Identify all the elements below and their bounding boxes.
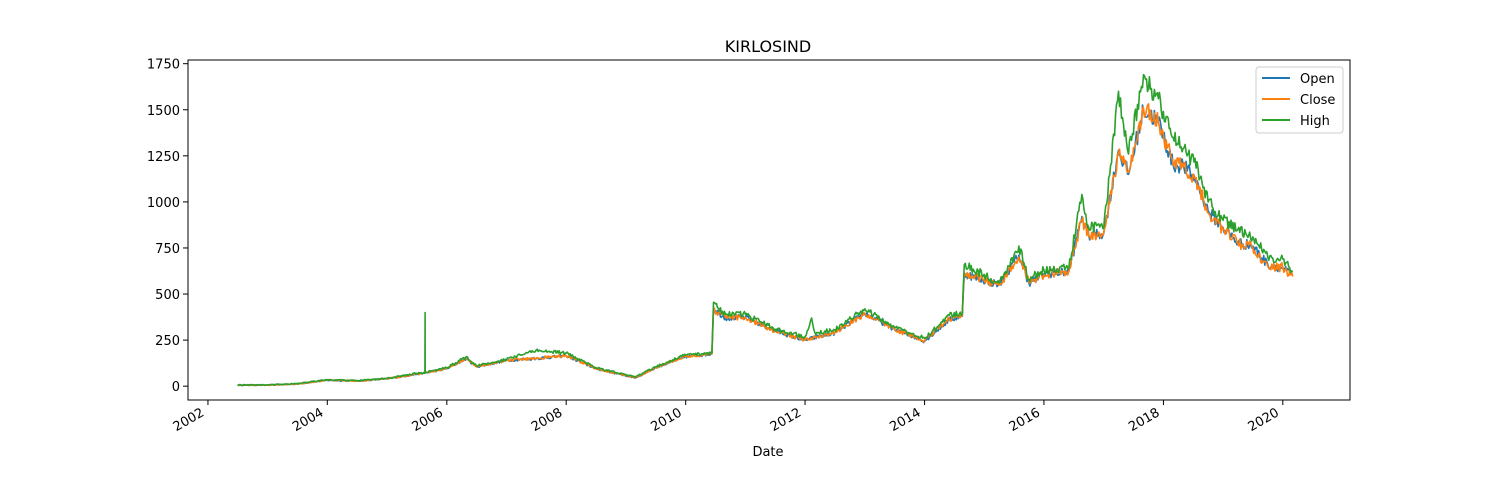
x-tick-label: 2016 — [1007, 405, 1043, 435]
chart-title: KIRLOSIND — [725, 37, 811, 56]
y-tick-label: 0 — [172, 380, 180, 395]
x-tick-label: 2010 — [649, 405, 685, 435]
y-tick-label: 1750 — [147, 58, 180, 73]
legend-label-close: Close — [1300, 93, 1335, 108]
series-line-high — [237, 73, 1294, 387]
x-tick-label: 2020 — [1246, 405, 1282, 435]
x-tick-label: 2004 — [290, 405, 326, 435]
x-tick-label: 2014 — [887, 405, 923, 435]
x-tick-label: 2006 — [410, 405, 446, 435]
y-axis: 0 250 500 750 1000 1250 1500 1750 — [147, 58, 188, 395]
y-tick-label: 500 — [155, 288, 180, 303]
y-tick-label: 1250 — [147, 150, 180, 165]
x-tick-label: 2008 — [529, 405, 565, 435]
legend-label-open: Open — [1300, 72, 1335, 87]
y-tick-label: 250 — [155, 334, 180, 349]
series-layer — [237, 73, 1294, 387]
y-tick-label: 1500 — [147, 104, 180, 119]
x-tick-label: 2002 — [171, 405, 207, 435]
x-tick-label: 2012 — [768, 405, 804, 435]
legend-box — [1255, 66, 1344, 134]
x-tick-label: 2018 — [1126, 405, 1162, 435]
y-tick-label: 1000 — [147, 196, 180, 211]
legend-label-high: High — [1300, 114, 1330, 129]
x-axis: 2002 2004 2006 2008 2010 2012 2014 2016 2018 2020 — [171, 400, 1284, 435]
legend: Open Close High — [1255, 66, 1344, 134]
series-line-close — [237, 103, 1294, 387]
x-axis-label: Date — [752, 445, 783, 460]
plot-frame — [187, 59, 1351, 401]
y-tick-label: 750 — [155, 242, 180, 257]
